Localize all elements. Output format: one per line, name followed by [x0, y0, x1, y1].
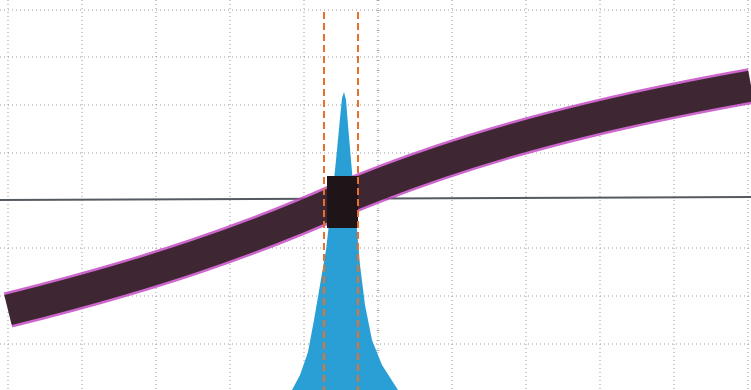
overlap-region [327, 176, 358, 228]
scope-screen [0, 0, 751, 390]
